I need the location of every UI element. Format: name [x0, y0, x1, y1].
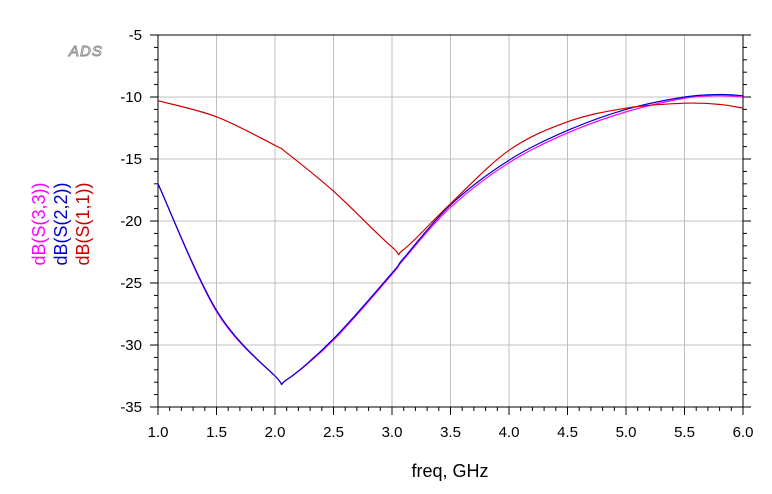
y-tick-label: -10 — [120, 89, 142, 106]
y-axis-series-labels: dB(S(3,3)) dB(S(2,2)) dB(S(1,1)) — [29, 182, 93, 265]
y-tick-label: -30 — [120, 337, 142, 354]
y-tick-labels: -5 -10 -15 -20 -25 -30 -35 — [120, 27, 142, 416]
x-tick-label: 1.0 — [148, 424, 169, 441]
ads-watermark: ADS — [68, 43, 103, 60]
plot-frame — [150, 34, 751, 415]
x-tick-labels: 1.0 1.5 2.0 2.5 3.0 3.5 4.0 4.5 5.0 5.5 6.0 — [148, 424, 754, 441]
series-label: dB(S(3,3)) — [29, 182, 49, 265]
x-tick-label: 5.5 — [674, 424, 695, 441]
series-label: dB(S(2,2)) — [51, 182, 71, 265]
x-tick-label: 3.0 — [382, 424, 403, 441]
series-label: dB(S(1,1)) — [73, 182, 93, 265]
x-tick-label: 2.5 — [323, 424, 344, 441]
y-tick-label: -35 — [120, 399, 142, 416]
x-tick-label: 4.5 — [557, 424, 578, 441]
y-tick-label: -20 — [120, 213, 142, 230]
series-group — [157, 93, 744, 386]
x-tick-label: 1.5 — [206, 424, 227, 441]
series-line-db-s-1-1- — [157, 100, 744, 256]
x-tick-label: 6.0 — [733, 424, 754, 441]
x-tick-label: 4.0 — [499, 424, 520, 441]
y-tick-label: -5 — [129, 27, 142, 44]
y-tick-label: -25 — [120, 275, 142, 292]
x-axis-label: freq, GHz — [411, 461, 488, 481]
plot-border — [157, 34, 744, 408]
series-line-db-s-2-2- — [157, 93, 744, 386]
grid — [158, 35, 743, 407]
x-tick-label: 2.0 — [265, 424, 286, 441]
x-tick-label: 3.5 — [440, 424, 461, 441]
y-tick-label: -15 — [120, 151, 142, 168]
x-tick-label: 5.0 — [616, 424, 637, 441]
